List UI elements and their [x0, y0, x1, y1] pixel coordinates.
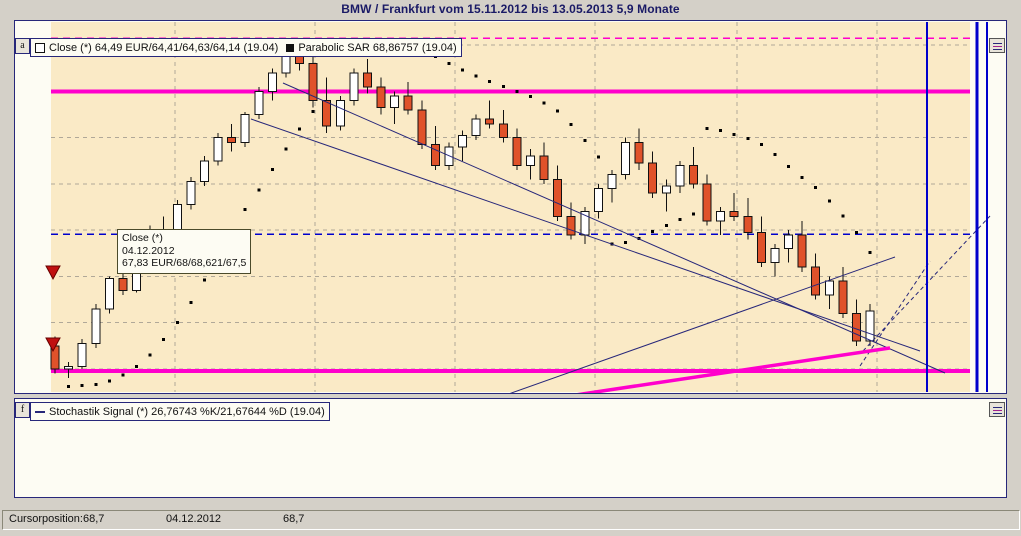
status-bar-inner: Cursorposition: 68,7 04.12.2012 68,7 [2, 510, 1020, 530]
tooltip-ohlc: 67,83 EUR/68/68,621/67,5 [122, 257, 247, 269]
price-legend[interactable]: Close (*) 64,49 EUR/64,41/64,63/64,14 (1… [30, 38, 462, 57]
hamburger-line-1 [993, 407, 1002, 408]
chart-frame: a Close (*) 64,49 EUR/64,41/64,63/64,14 … [0, 16, 1021, 508]
price-chart-svg [45, 22, 991, 393]
chart-title-bar: BMW / Frankfurt vom 15.11.2012 bis 13.05… [0, 0, 1021, 16]
cursorposition-label: Cursorposition: [9, 513, 83, 525]
tooltip-series-name: Close (*) [122, 232, 163, 244]
hamburger-line-1 [993, 43, 1002, 44]
price-panel-menu-button[interactable] [989, 38, 1005, 53]
price-plot-area[interactable] [15, 21, 1006, 393]
close-series-label: Close (*) 64,49 EUR/64,41/64,63/64,14 (1… [49, 41, 279, 54]
stochastic-legend[interactable]: Stochastik Signal (*) 26,76743 %K/21,676… [30, 402, 330, 421]
cursorposition-value: 68,7 [83, 513, 105, 525]
status-bar: Cursorposition: 68,7 04.12.2012 68,7 [0, 508, 1021, 536]
sar-series-label: Parabolic SAR 68,86757 (19.04) [298, 41, 457, 54]
hamburger-line-2 [993, 410, 1002, 411]
hamburger-line-3 [993, 413, 1002, 414]
stoch-panel-letter-button[interactable]: f [15, 402, 30, 418]
close-series-checkbox-icon[interactable] [35, 42, 45, 53]
price-panel-letter: a [20, 40, 25, 51]
hamburger-line-2 [993, 46, 1002, 47]
cursor-price: 68,7 [283, 513, 305, 525]
stoch-panel-menu-button[interactable] [989, 402, 1005, 417]
page-title: BMW / Frankfurt vom 15.11.2012 bis 13.05… [341, 2, 680, 16]
quote-tooltip: Close (*) 04.12.2012 67,83 EUR/68/68,621… [117, 229, 252, 274]
tooltip-date: 04.12.2012 [122, 244, 175, 257]
price-panel-letter-button[interactable]: a [15, 38, 30, 54]
stochastic-series-label: Stochastik Signal (*) 26,76743 %K/21,676… [49, 405, 325, 418]
hamburger-line-3 [993, 49, 1002, 50]
sar-series-swatch-icon[interactable] [286, 43, 295, 52]
price-chart-panel[interactable] [14, 20, 1007, 394]
stochastic-series-swatch-icon[interactable] [35, 410, 45, 413]
price-plot-background [51, 22, 970, 392]
cursor-date: 04.12.2012 [166, 513, 222, 525]
stoch-panel-letter: f [20, 404, 25, 415]
